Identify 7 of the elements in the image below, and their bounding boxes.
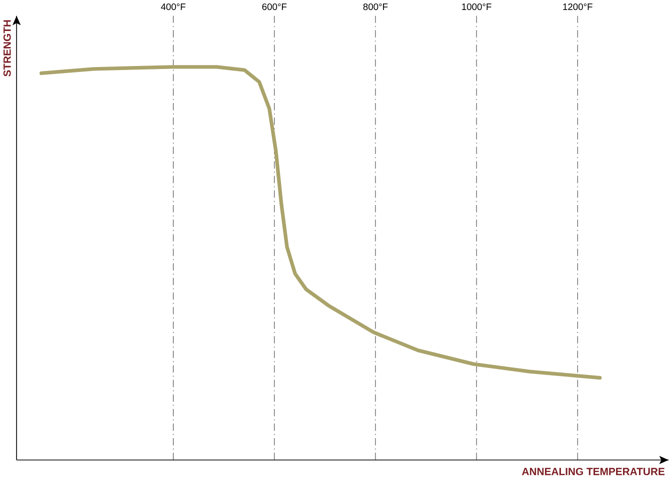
y-axis-title: STRENGTH — [3, 20, 11, 77]
x-axis-title: ANNEALING TEMPERATURE — [522, 468, 665, 476]
x-tick-label: 1000°F — [462, 4, 492, 10]
x-tick-label: 400°F — [160, 4, 186, 10]
x-tick-label: 800°F — [363, 4, 388, 10]
x-tick-label: 1200°F — [563, 4, 592, 10]
x-tick-label: 600°F — [262, 4, 287, 10]
